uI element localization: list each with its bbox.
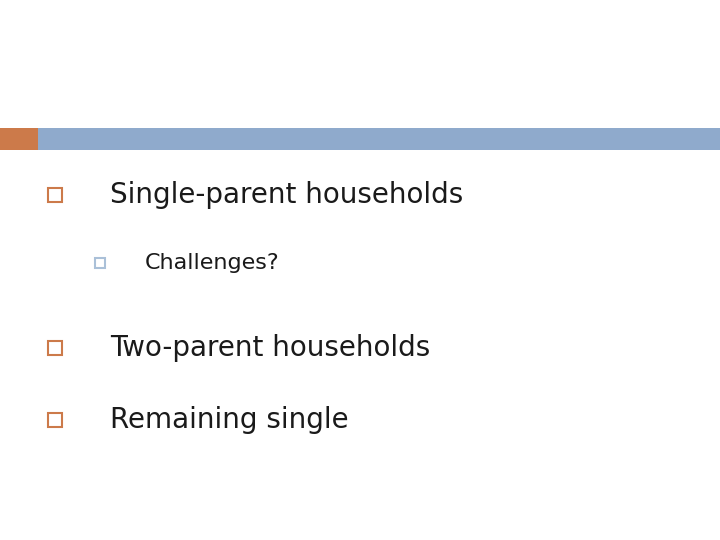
Text: Single-parent households: Single-parent households xyxy=(110,181,463,209)
Bar xyxy=(0,128,38,150)
Bar xyxy=(48,341,62,355)
Text: Challenges?: Challenges? xyxy=(145,253,279,273)
Text: Two-parent households: Two-parent households xyxy=(110,334,431,362)
Bar xyxy=(95,258,105,268)
Text: Remaining single: Remaining single xyxy=(110,406,348,434)
Bar xyxy=(48,413,62,427)
Bar xyxy=(48,188,62,202)
Bar xyxy=(38,128,720,150)
